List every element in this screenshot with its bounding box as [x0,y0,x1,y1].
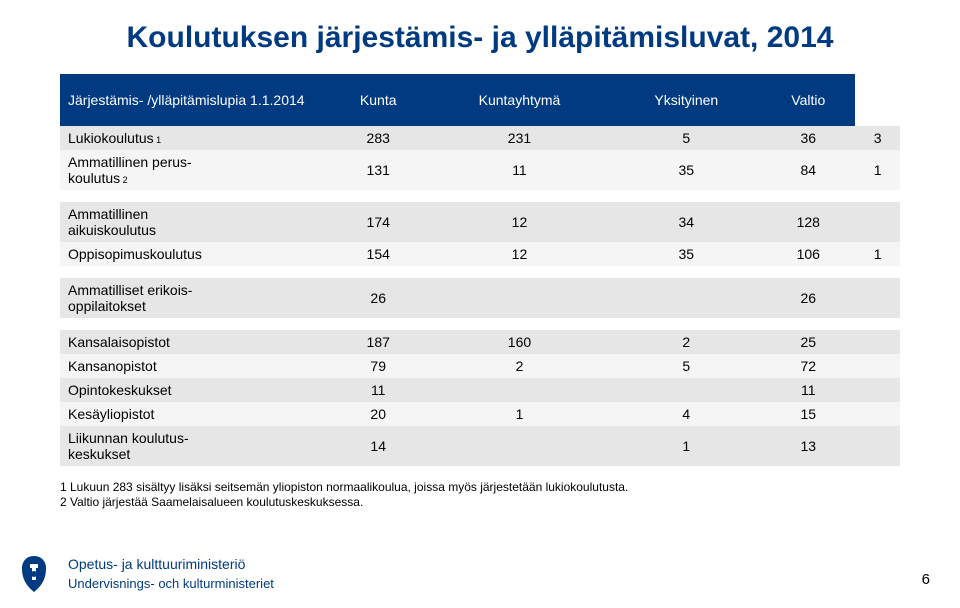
cell: 1 [611,426,761,466]
row-label: Ammatillinenaikuiskoulutus [60,202,329,242]
table-row: Kansanopistot792572 [60,354,900,378]
footnote-2: 2 Valtio järjestää Saamelaisalueen koulu… [60,495,900,510]
cell: 154 [329,242,428,266]
cell: 1 [428,402,612,426]
cell: 5 [611,126,761,150]
header-col4: Valtio [761,74,855,126]
cell: 35 [611,242,761,266]
cell: 106 [761,242,855,266]
data-table: Järjestämis- /ylläpitämislupia 1.1.2014 … [60,74,900,466]
cell [611,278,761,318]
cell: 35 [611,150,761,190]
cell: 5 [611,354,761,378]
footnote-1: 1 Lukuun 283 sisältyy lisäksi seitsemän … [60,480,900,495]
cell: 72 [761,354,855,378]
cell [428,426,612,466]
cell: 131 [329,150,428,190]
ministry-name: Opetus- ja kulttuuriministeriö Undervisn… [68,555,274,592]
table-row [60,190,900,202]
cell: 26 [329,278,428,318]
table-row [60,318,900,330]
row-label: Ammatillinen perus-koulutus 2 [60,150,329,190]
cell: 174 [329,202,428,242]
table-row: Ammatilliset erikois-oppilaitokset2626 [60,278,900,318]
cell: 13 [761,426,855,466]
table-row: Oppisopimuskoulutus15412351061 [60,242,900,266]
cell: 187 [329,330,428,354]
cell: 20 [329,402,428,426]
row-label: Lukiokoulutus 1 [60,126,329,150]
cell: 11 [329,378,428,402]
cell: 84 [761,150,855,190]
header-col1: Kunta [329,74,428,126]
table-row: Kansalaisopistot187160225 [60,330,900,354]
cell: 3 [855,126,900,150]
table-row [60,266,900,278]
cell: 160 [428,330,612,354]
cell [855,426,900,466]
table-row: Liikunnan koulutus-keskukset14 113 [60,426,900,466]
row-label: Oppisopimuskoulutus [60,242,329,266]
page-number: 6 [922,571,930,588]
cell: 231 [428,126,612,150]
row-label: Ammatilliset erikois-oppilaitokset [60,278,329,318]
slide: Koulutuksen järjestämis- ja ylläpitämisl… [0,0,960,608]
cell [855,278,900,318]
row-label: Kesäyliopistot [60,402,329,426]
table-header-row: Järjestämis- /ylläpitämislupia 1.1.2014 … [60,74,900,126]
cell: 1 [855,242,900,266]
table-row: Kesäyliopistot201415 [60,402,900,426]
cell [611,378,761,402]
footer: Opetus- ja kulttuuriministeriö Undervisn… [12,552,274,596]
cell: 11 [761,378,855,402]
footnotes: 1 Lukuun 283 sisältyy lisäksi seitsemän … [60,480,900,510]
table-row: Lukiokoulutus 12832315363 [60,126,900,150]
header-col3: Yksityinen [611,74,761,126]
cell: 15 [761,402,855,426]
cell: 1 [855,150,900,190]
cell: 283 [329,126,428,150]
cell: 128 [761,202,855,242]
cell [855,402,900,426]
logo-icon [12,552,56,596]
cell [855,378,900,402]
table-row: Opintokeskukset1111 [60,378,900,402]
cell: 14 [329,426,428,466]
cell: 2 [611,330,761,354]
row-label: Kansalaisopistot [60,330,329,354]
header-col2: Kuntayhtymä [428,74,612,126]
cell: 26 [761,278,855,318]
cell [428,278,612,318]
row-label: Opintokeskukset [60,378,329,402]
cell [855,202,900,242]
ministry-sv: Undervisnings- och kulturministeriet [68,576,274,593]
slide-title: Koulutuksen järjestämis- ja ylläpitämisl… [60,20,900,56]
cell: 11 [428,150,612,190]
cell: 79 [329,354,428,378]
table-row: Ammatillinen perus-koulutus 21311135841 [60,150,900,190]
cell: 2 [428,354,612,378]
ministry-fi: Opetus- ja kulttuuriministeriö [68,555,274,573]
cell [855,330,900,354]
cell: 12 [428,242,612,266]
row-label: Kansanopistot [60,354,329,378]
cell: 4 [611,402,761,426]
row-label: Liikunnan koulutus-keskukset [60,426,329,466]
cell: 12 [428,202,612,242]
cell: 34 [611,202,761,242]
table-row: Ammatillinenaikuiskoulutus1741234128 [60,202,900,242]
cell [855,354,900,378]
cell: 36 [761,126,855,150]
header-col0: Järjestämis- /ylläpitämislupia 1.1.2014 [60,74,329,126]
cell: 25 [761,330,855,354]
cell [428,378,612,402]
